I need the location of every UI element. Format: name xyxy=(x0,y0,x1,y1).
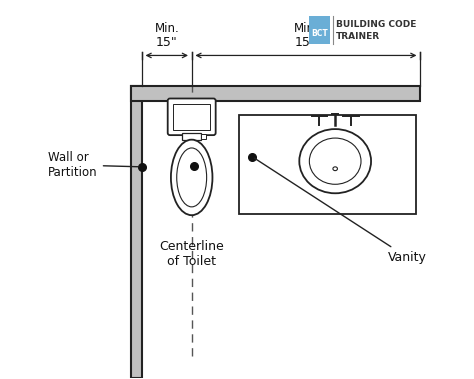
FancyBboxPatch shape xyxy=(168,99,216,135)
Bar xyxy=(182,133,201,139)
Ellipse shape xyxy=(333,167,337,171)
Text: Min.: Min. xyxy=(293,22,318,35)
Text: 15": 15" xyxy=(156,36,178,49)
Bar xyxy=(309,16,329,44)
Ellipse shape xyxy=(310,138,361,184)
Bar xyxy=(239,115,416,214)
Bar xyxy=(201,134,206,138)
Text: Centerline
of Toilet: Centerline of Toilet xyxy=(159,240,224,268)
Text: BUILDING CODE: BUILDING CODE xyxy=(336,20,416,29)
Text: TRAINER: TRAINER xyxy=(336,32,380,41)
Text: Vanity: Vanity xyxy=(255,158,427,264)
Text: Wall or
Partition: Wall or Partition xyxy=(48,151,139,179)
Bar xyxy=(131,86,142,378)
Bar xyxy=(131,86,420,101)
Ellipse shape xyxy=(171,139,212,215)
Text: 15": 15" xyxy=(295,36,317,49)
Text: Min.: Min. xyxy=(155,22,179,35)
Bar xyxy=(173,104,210,130)
Ellipse shape xyxy=(177,148,207,207)
Bar xyxy=(142,101,420,378)
Ellipse shape xyxy=(299,129,371,193)
Text: BCT: BCT xyxy=(311,29,328,38)
